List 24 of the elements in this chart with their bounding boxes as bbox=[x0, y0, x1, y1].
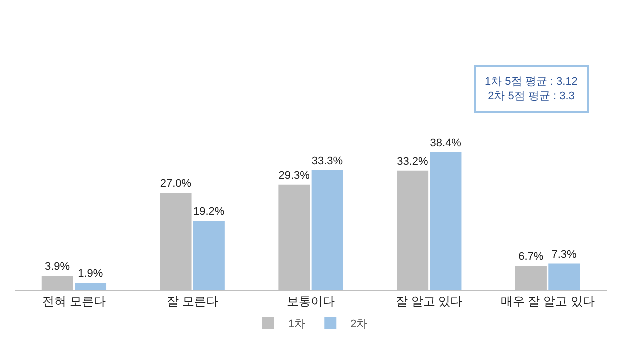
text: 2차 5점 평균 : 3.3 bbox=[488, 90, 575, 102]
legend-label: 1차 bbox=[288, 318, 306, 331]
data-label: 29.3% bbox=[278, 170, 310, 182]
x-tick-label: 잘 모른다 bbox=[166, 294, 218, 308]
data-label: 27.0% bbox=[160, 178, 192, 190]
bar bbox=[193, 221, 225, 290]
data-label: 33.3% bbox=[312, 156, 344, 168]
text: 1차 5점 평균 : 3.12 bbox=[485, 76, 578, 88]
bar bbox=[75, 283, 107, 290]
data-label: 33.2% bbox=[397, 156, 429, 168]
x-tick-label: 보통이다 bbox=[287, 294, 335, 308]
data-label: 1.9% bbox=[78, 268, 104, 280]
x-tick-label: 잘 알고 있다 bbox=[396, 294, 463, 308]
bar bbox=[548, 264, 580, 290]
x-tick-label: 전혀 모른다 bbox=[42, 294, 106, 308]
data-label: 19.2% bbox=[193, 206, 225, 218]
data-label: 38.4% bbox=[430, 137, 462, 150]
bar bbox=[430, 152, 462, 290]
data-label: 7.3% bbox=[552, 248, 578, 261]
legend-label: 2차 bbox=[350, 318, 368, 331]
data-label: 6.7% bbox=[518, 250, 544, 263]
x-tick-label: 매우 잘 알고 있다 bbox=[500, 294, 595, 308]
bar bbox=[312, 170, 344, 290]
data-label: 3.9% bbox=[44, 261, 70, 274]
